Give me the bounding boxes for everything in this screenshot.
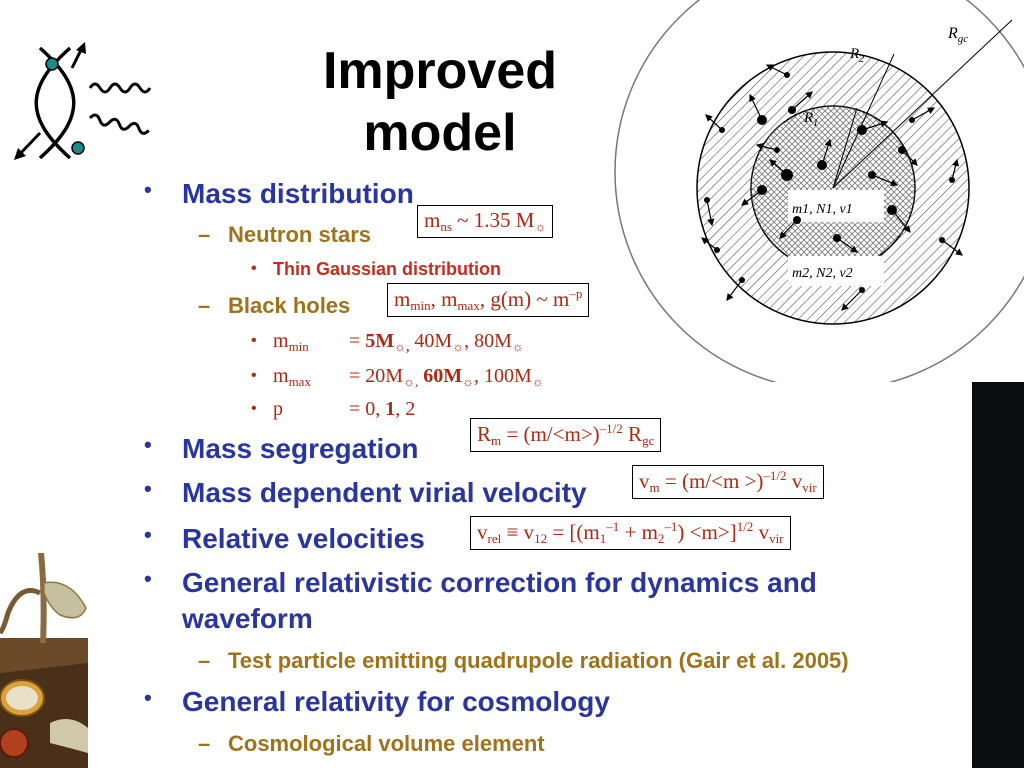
r2-label: R [849,46,859,62]
bullet-mass-dependent-virial: • Mass dependent virial velocity [144,476,587,508]
svg-text:R2: R2 [849,46,864,65]
formula-box-vrel: vrel ≡ v12 = [(m1–1 + m2–1) <m>]1/2 vvir [470,516,791,550]
dark-side-panel [972,382,1024,768]
formula-box-vm: vm = (m/<m >)–1/2 vvir [632,465,824,499]
bullet-gr-cosmology: • General relativity for cosmology [144,685,610,717]
formula-box-mns: mns ~ 1.35 M☼ [417,205,554,238]
bullet-gr-dynamics: • General relativistic correction for dyn… [144,566,817,598]
feynman-diagram-icon [14,42,152,160]
subsub-bullet-thin-gaussian: • Thin Gaussian distribution [251,259,502,279]
cluster-shell-diagram: Rgc R2 R1 m1, N1, v1 m2, N2, v2 [614,0,1024,382]
param-mmax: • mmax = 20M☼, 60M☼, 100M☼ [251,365,544,389]
melting-clock-painting [0,553,88,768]
sub-bullet-test-particle: – Test particle emitting quadrupole radia… [198,648,849,673]
sub-bullet-neutron-stars: – Neutron stars [198,222,372,247]
shell2-label: m2, N2, v2 [792,266,853,281]
param-mmin: • mmin = 5M☼, 40M☼, 80M☼ [251,330,524,354]
bullet-relative-velocities: • Relative velocities [144,522,425,554]
title-line-1: Improved [322,42,558,100]
sub-bullet-cosmo-volume: – Cosmological volume element [198,731,545,756]
bullet-mass-distribution: • Mass distribution [144,177,414,209]
bullet-mass-segregation: • Mass segregation [144,432,419,464]
svg-text:R1: R1 [803,110,818,129]
formula-box-mass-function: mmin, mmax, g(m) ~ m–p [387,283,590,317]
globular-cluster-boundary [614,0,1024,382]
rgc-label: R [947,25,958,42]
bullet-gr-dynamics-cont: waveform [182,603,313,634]
r1-label: R [803,110,813,126]
param-p: • p = 0, 1, 2 [251,398,416,420]
bullet-dot-icon: • [144,177,152,202]
formula-box-rm: Rm = (m/<m>)–1/2 Rgc [470,418,662,452]
title-line-2: model [363,104,517,162]
shell1-label: m1, N1, v1 [792,202,853,217]
sub-bullet-black-holes: – Black holes [198,293,351,318]
slide-title: Improved model [250,40,630,164]
svg-text:Rgc: Rgc [947,25,968,45]
